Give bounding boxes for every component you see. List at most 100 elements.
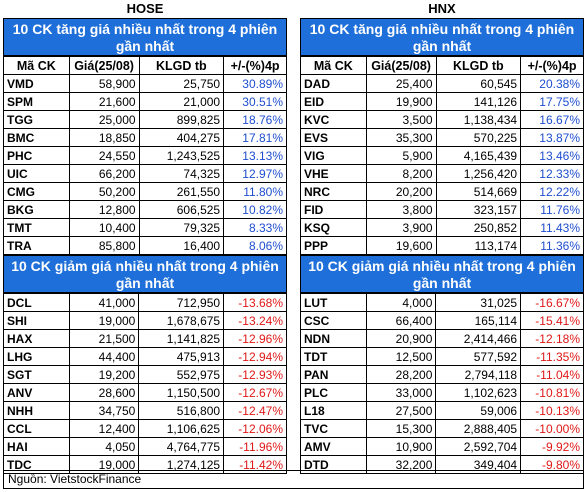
stock-code: LHG [3, 347, 70, 366]
change-pct: -12.93% [223, 365, 287, 384]
stock-code: SHI [3, 311, 70, 330]
hnx-down-body: LUT 4,000 31,025 -16.67% CSC 66,400 165,114 -15… [300, 293, 584, 474]
stock-code: LUT [300, 293, 367, 312]
price: 34,750 [68, 401, 140, 420]
stock-code: SGT [3, 365, 70, 384]
price: 12,500 [365, 347, 437, 366]
stock-code: BKG [3, 200, 70, 219]
stock-code: SPM [3, 92, 70, 111]
price: 25,000 [68, 110, 140, 129]
table-row: DAD 25,400 60,545 20.38% [300, 74, 584, 93]
price: 85,800 [68, 236, 140, 255]
price: 35,300 [365, 128, 437, 147]
price: 19,000 [68, 311, 140, 330]
change-pct: 13.46% [520, 146, 584, 165]
change-pct: 13.13% [223, 146, 287, 165]
avg-volume: 1,141,825 [138, 329, 225, 348]
header-volume: KLGD tb [435, 56, 522, 75]
stock-code: CCL [3, 419, 70, 438]
change-pct: -13.68% [223, 293, 287, 312]
change-pct: -12.18% [520, 329, 584, 348]
change-pct: -9.80% [520, 455, 584, 474]
hose-down-body: DCL 41,000 712,950 -13.68% SHI 19,000 1,678,67… [3, 293, 287, 474]
avg-volume: 1,106,625 [138, 419, 225, 438]
avg-volume: 1,150,500 [138, 383, 225, 402]
change-pct: 8.33% [223, 218, 287, 237]
table-row: LUT 4,000 31,025 -16.67% [300, 293, 584, 312]
stock-code: UIC [3, 164, 70, 183]
change-pct: 11.76% [520, 200, 584, 219]
table-row: KSQ 3,900 250,852 11.43% [300, 218, 584, 237]
stock-code: EID [300, 92, 367, 111]
stock-code: HAI [3, 437, 70, 456]
change-pct: 17.81% [223, 128, 287, 147]
avg-volume: 2,794,118 [435, 365, 522, 384]
header-price: Giá(25/08) [68, 56, 140, 75]
price: 8,200 [365, 164, 437, 183]
avg-volume: 1,256,420 [435, 164, 522, 183]
table-row: VMD 58,900 25,750 30.89% [3, 74, 287, 93]
change-pct: 20.38% [520, 74, 584, 93]
hose-panel: HOSE 10 CK tăng giá nhiều nhất trong 4 p… [3, 0, 287, 474]
hnx-exchange-title: HNX [428, 1, 456, 16]
hose-down-title: 10 CK giảm giá nhiều nhất trong 4 phiên … [3, 255, 287, 293]
stock-code: CSC [300, 311, 367, 330]
price: 12,800 [68, 200, 140, 219]
price: 19,600 [365, 236, 437, 255]
table-row: TMT 10,400 79,325 8.33% [3, 218, 287, 237]
stock-code: PLC [300, 383, 367, 402]
change-pct: 13.87% [520, 128, 584, 147]
price: 21,600 [68, 92, 140, 111]
avg-volume: 1,102,623 [435, 383, 522, 402]
price: 58,900 [68, 74, 140, 93]
price: 28,600 [68, 383, 140, 402]
price: 66,400 [365, 311, 437, 330]
stock-code: FID [300, 200, 367, 219]
change-pct: -10.81% [520, 383, 584, 402]
stock-code: TGG [3, 110, 70, 129]
table-row: EVS 35,300 570,225 13.87% [300, 128, 584, 147]
change-pct: -11.96% [223, 437, 287, 456]
table-row: TRA 85,800 16,400 8.06% [3, 236, 287, 255]
change-pct: -11.04% [520, 365, 584, 384]
change-pct: 17.75% [520, 92, 584, 111]
avg-volume: 261,550 [138, 182, 225, 201]
avg-volume: 1,678,675 [138, 311, 225, 330]
change-pct: -15.41% [520, 311, 584, 330]
stock-code: NDN [300, 329, 367, 348]
table-header-row: Mã CK Giá(25/08) KLGD tb +/-(%)4p [3, 56, 287, 75]
avg-volume: 1,138,434 [435, 110, 522, 129]
change-pct: 11.80% [223, 182, 287, 201]
table-row: TVC 15,300 2,888,405 -10.00% [300, 419, 584, 438]
avg-volume: 59,006 [435, 401, 522, 420]
price: 44,400 [68, 347, 140, 366]
avg-volume: 552,975 [138, 365, 225, 384]
avg-volume: 1,243,525 [138, 146, 225, 165]
stock-code: L18 [300, 401, 367, 420]
avg-volume: 31,025 [435, 293, 522, 312]
avg-volume: 475,913 [138, 347, 225, 366]
avg-volume: 21,000 [138, 92, 225, 111]
table-row: PHC 24,550 1,243,525 13.13% [3, 146, 287, 165]
price: 12,400 [68, 419, 140, 438]
table-row: HAX 21,500 1,141,825 -12.96% [3, 329, 287, 348]
table-row: KVC 3,500 1,138,434 16.67% [300, 110, 584, 129]
avg-volume: 16,400 [138, 236, 225, 255]
table-row: BKG 12,800 606,525 10.82% [3, 200, 287, 219]
change-pct: 18.76% [223, 110, 287, 129]
table-row: CSC 66,400 165,114 -15.41% [300, 311, 584, 330]
table-row: NHH 34,750 516,800 -12.47% [3, 401, 287, 420]
stock-code: PHC [3, 146, 70, 165]
price: 28,200 [365, 365, 437, 384]
stock-code: EVS [300, 128, 367, 147]
change-pct: -10.13% [520, 401, 584, 420]
avg-volume: 250,852 [435, 218, 522, 237]
price: 41,000 [68, 293, 140, 312]
avg-volume: 25,750 [138, 74, 225, 93]
table-row: PAN 28,200 2,794,118 -11.04% [300, 365, 584, 384]
stock-code: NRC [300, 182, 367, 201]
table-row: LHG 44,400 475,913 -12.94% [3, 347, 287, 366]
change-pct: 10.82% [223, 200, 287, 219]
header-code: Mã CK [300, 56, 367, 75]
avg-volume: 4,764,775 [138, 437, 225, 456]
